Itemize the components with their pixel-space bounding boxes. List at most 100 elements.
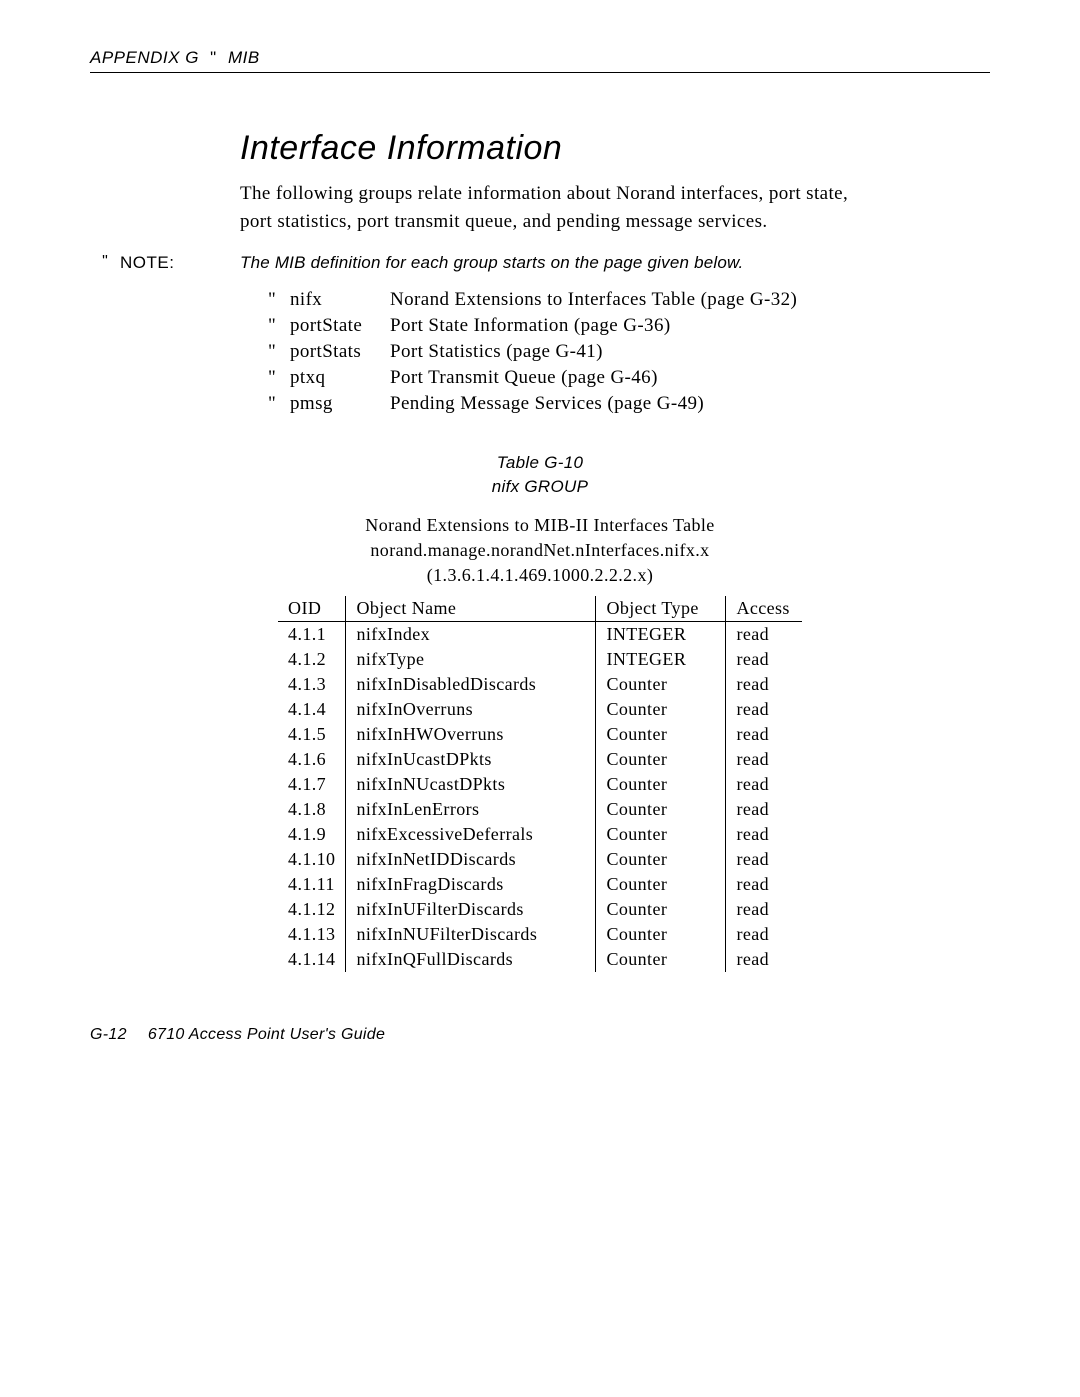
table-cell: 4.1.4 [278,697,346,722]
table-cell: 4.1.10 [278,847,346,872]
table-cell: nifxExcessiveDeferrals [346,822,596,847]
bullet-icon: " [268,393,290,415]
table-cell: Counter [596,847,726,872]
table-cell: 4.1.13 [278,922,346,947]
table-column-header: Access [726,596,802,622]
table-row: 4.1.5nifxInHWOverrunsCounterread [278,722,802,747]
table-cell: Counter [596,797,726,822]
table-cell: nifxInQFullDiscards [346,947,596,972]
table-sub1: Norand Extensions to MIB-II Interfaces T… [90,513,990,538]
table-row: 4.1.11nifxInFragDiscardsCounterread [278,872,802,897]
table-cell: Counter [596,947,726,972]
table-cell: nifxInNUFilterDiscards [346,922,596,947]
table-cell: 4.1.3 [278,672,346,697]
table-cell: read [726,722,802,747]
table-header-row: OIDObject NameObject TypeAccess [278,596,802,622]
definition-desc: Port Transmit Queue (page G-46) [390,367,830,389]
table-sub3: (1.3.6.1.4.1.469.1000.2.2.2.x) [90,563,990,588]
table-cell: read [726,647,802,672]
table-cell: Counter [596,722,726,747]
page: APPENDIX G " MIB Interface Information T… [0,0,1080,1104]
bullet-icon: " [268,341,290,363]
table-column-header: Object Type [596,596,726,622]
table-cell: INTEGER [596,647,726,672]
bullet-icon: " [268,315,290,337]
table-cell: nifxInFragDiscards [346,872,596,897]
table-cell: nifxIndex [346,622,596,648]
table-cell: Counter [596,672,726,697]
table-cell: Counter [596,897,726,922]
definition-term: pmsg [290,393,390,415]
table-cell: read [726,922,802,947]
note-row: " NOTE: The MIB definition for each grou… [90,253,990,273]
table-cell: 4.1.6 [278,747,346,772]
definition-term: portStats [290,341,390,363]
definition-list: "nifxNorand Extensions to Interfaces Tab… [268,289,990,415]
table-cell: 4.1.5 [278,722,346,747]
table-caption-line2: nifx GROUP [90,475,990,499]
table-cell: read [726,897,802,922]
definition-desc: Port Statistics (page G-41) [390,341,830,363]
header-right: MIB [228,48,260,67]
table-cell: read [726,622,802,648]
table-cell: INTEGER [596,622,726,648]
definition-row: "portStatsPort Statistics (page G-41) [268,341,990,363]
table-cell: nifxInNetIDDiscards [346,847,596,872]
table-cell: read [726,822,802,847]
table-cell: nifxInUcastDPkts [346,747,596,772]
table-row: 4.1.9nifxExcessiveDeferralsCounterread [278,822,802,847]
table-row: 4.1.6nifxInUcastDPktsCounterread [278,747,802,772]
bullet-icon: " [268,367,290,389]
table-cell: Counter [596,747,726,772]
table-cell: nifxInDisabledDiscards [346,672,596,697]
table-sub2: norand.manage.norandNet.nInterfaces.nifx… [90,538,990,563]
table-row: 4.1.2nifxTypeINTEGERread [278,647,802,672]
table-cell: read [726,747,802,772]
table-row: 4.1.8nifxInLenErrorsCounterread [278,797,802,822]
table-cell: read [726,847,802,872]
page-footer: G-12 6710 Access Point User's Guide [90,1026,990,1044]
intro-paragraph: The following groups relate information … [240,180,860,235]
definition-row: "portStatePort State Information (page G… [268,315,990,337]
note-marker: " [90,253,120,271]
table-cell: 4.1.9 [278,822,346,847]
note-text: The MIB definition for each group starts… [240,253,990,273]
table-cell: 4.1.12 [278,897,346,922]
table-cell: nifxInUFilterDiscards [346,897,596,922]
header-separator: " [210,48,217,67]
definition-row: "ptxqPort Transmit Queue (page G-46) [268,367,990,389]
table-row: 4.1.13nifxInNUFilterDiscardsCounterread [278,922,802,947]
table-cell: nifxInLenErrors [346,797,596,822]
table-cell: Counter [596,922,726,947]
running-header: APPENDIX G " MIB [90,48,990,73]
note-label: NOTE: [120,253,240,273]
table-column-header: OID [278,596,346,622]
definition-desc: Pending Message Services (page G-49) [390,393,830,415]
table-cell: nifxInOverruns [346,697,596,722]
table-cell: nifxInHWOverruns [346,722,596,747]
table-cell: read [726,947,802,972]
table-cell: Counter [596,772,726,797]
table-row: 4.1.1nifxIndexINTEGERread [278,622,802,648]
bullet-icon: " [268,289,290,311]
definition-term: nifx [290,289,390,311]
table-row: 4.1.7nifxInNUcastDPktsCounterread [278,772,802,797]
table-cell: 4.1.11 [278,872,346,897]
definition-desc: Norand Extensions to Interfaces Table (p… [390,289,830,311]
definition-desc: Port State Information (page G-36) [390,315,830,337]
definition-term: portState [290,315,390,337]
definition-term: ptxq [290,367,390,389]
table-cell: read [726,697,802,722]
table-row: 4.1.10nifxInNetIDDiscardsCounterread [278,847,802,872]
table-cell: 4.1.2 [278,647,346,672]
table-cell: Counter [596,822,726,847]
table-cell: 4.1.1 [278,622,346,648]
mib-table: OIDObject NameObject TypeAccess 4.1.1nif… [278,596,802,972]
table-caption-line1: Table G-10 [90,451,990,475]
table-cell: 4.1.8 [278,797,346,822]
table-row: 4.1.3nifxInDisabledDiscardsCounterread [278,672,802,697]
table-cell: read [726,797,802,822]
table-cell: read [726,872,802,897]
table-row: 4.1.4nifxInOverrunsCounterread [278,697,802,722]
table-cell: nifxInNUcastDPkts [346,772,596,797]
